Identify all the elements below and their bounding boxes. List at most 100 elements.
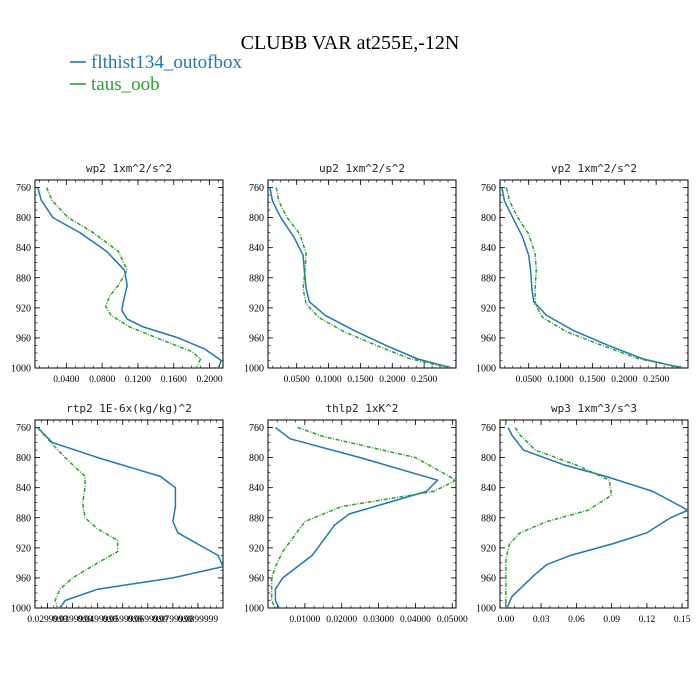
x-tick-label: 0.00 — [498, 615, 515, 625]
x-tick-label: 0.04000 — [400, 615, 431, 625]
y-tick-label: 800 — [249, 213, 264, 224]
panel-0: wp2 1xm^2/s^2 760 800 840 880 920 960 1000 0.040… — [11, 162, 224, 385]
x-tick-label: 0.0699999 — [128, 615, 169, 625]
y-tick-label: 960 — [16, 333, 31, 344]
x-tick-label: 0.0500 — [516, 375, 542, 385]
y-tick-label: 840 — [16, 243, 31, 254]
figure-title: CLUBB VAR at255E,-12N — [241, 32, 460, 54]
y-tick-label: 840 — [249, 243, 264, 254]
y-tick-label: 920 — [249, 543, 264, 554]
panel-title: wp3 1xm^3/s^3 — [551, 402, 637, 415]
y-tick-label: 960 — [481, 573, 496, 584]
y-tick-label: 800 — [481, 213, 496, 224]
plot-frame — [34, 419, 224, 609]
y-tick-label: 960 — [481, 333, 496, 344]
panel-1: up2 1xm^2/s^2 760 800 840 880 920 960 1000 0.050… — [244, 162, 457, 385]
plot-frame — [34, 179, 224, 369]
panel-title: up2 1xm^2/s^2 — [319, 162, 405, 175]
panel-4: thlp2 1xK^2 760 800 840 880 920 960 1000 0.01000… — [244, 402, 468, 625]
series-line-1 — [270, 426, 456, 608]
y-tick-label: 760 — [481, 423, 496, 434]
x-tick-label: 0.1500 — [579, 375, 605, 385]
y-tick-label: 880 — [481, 273, 496, 284]
y-tick-label: 880 — [481, 513, 496, 524]
legend-label-0: flthist134_outofbox — [91, 52, 242, 73]
y-tick-label: 960 — [249, 333, 264, 344]
series-line-0 — [501, 187, 685, 368]
panel-3: rtp2 1E-6x(kg/kg)^2 760 800 840 880 920 960 100… — [11, 402, 224, 625]
panel-title: vp2 1xm^2/s^2 — [551, 162, 637, 175]
y-tick-label: 960 — [249, 573, 264, 584]
x-tick-label: 0.1000 — [547, 375, 573, 385]
series-line-1 — [45, 187, 202, 368]
x-tick-label: 0.0399999 — [52, 615, 93, 625]
y-tick-label: 880 — [249, 513, 264, 524]
y-tick-label: 920 — [16, 303, 31, 314]
y-tick-label: 1000 — [11, 604, 31, 615]
x-tick-label: 0.0499999 — [77, 615, 118, 625]
y-tick-label: 800 — [16, 453, 31, 464]
plot-frame — [499, 419, 689, 609]
y-tick-label: 760 — [481, 183, 496, 194]
x-tick-label: 0.2000 — [611, 375, 637, 385]
y-tick-label: 1000 — [476, 604, 496, 615]
y-tick-label: 1000 — [244, 604, 264, 615]
x-tick-label: 0.2000 — [197, 375, 223, 385]
series-line-1 — [505, 187, 685, 368]
y-tick-label: 920 — [16, 543, 31, 554]
y-tick-label: 880 — [16, 273, 31, 284]
x-tick-label: 0.03 — [533, 615, 550, 625]
x-tick-label: 0.0799999 — [153, 615, 194, 625]
series-line-1 — [36, 427, 119, 608]
panel-title: rtp2 1E-6x(kg/kg)^2 — [66, 402, 192, 415]
x-tick-label: 0.2500 — [411, 375, 437, 385]
x-tick-label: 0.1000 — [315, 375, 341, 385]
y-tick-label: 800 — [249, 453, 264, 464]
y-tick-label: 800 — [481, 453, 496, 464]
y-tick-label: 880 — [249, 273, 264, 284]
y-tick-label: 840 — [481, 243, 496, 254]
panel-title: thlp2 1xK^2 — [326, 402, 399, 415]
x-tick-label: 0.0400 — [53, 375, 79, 385]
x-tick-label: 0.0500 — [284, 375, 310, 385]
series-line-0 — [269, 187, 453, 368]
series-line-1 — [505, 427, 613, 608]
x-tick-label: 0.1600 — [161, 375, 187, 385]
x-tick-label: 0.15 — [674, 615, 691, 625]
y-tick-label: 1000 — [476, 364, 496, 375]
series-line-0 — [36, 187, 222, 368]
y-tick-label: 760 — [16, 423, 31, 434]
y-tick-label: 760 — [16, 183, 31, 194]
x-tick-label: 0.03000 — [363, 615, 394, 625]
series-line-0 — [274, 426, 439, 608]
y-tick-label: 840 — [481, 483, 496, 494]
x-tick-label: 0.12 — [639, 615, 656, 625]
x-tick-label: 0.0299999 — [27, 615, 68, 625]
plot-frame — [267, 179, 457, 369]
x-tick-label: 0.02000 — [326, 615, 357, 625]
y-tick-label: 920 — [481, 303, 496, 314]
panels: wp2 1xm^2/s^2 760 800 840 880 920 960 1000 0.040… — [11, 162, 691, 625]
x-tick-label: 0.01000 — [289, 615, 320, 625]
series-line-1 — [275, 187, 453, 368]
x-tick-label: 0.2000 — [379, 375, 405, 385]
series-line-0 — [36, 426, 223, 608]
y-tick-label: 1000 — [244, 364, 264, 375]
plot-frame — [267, 419, 457, 609]
y-tick-label: 1000 — [11, 364, 31, 375]
x-tick-label: 0.1500 — [347, 375, 373, 385]
y-tick-label: 840 — [16, 483, 31, 494]
x-tick-label: 0.0800 — [89, 375, 115, 385]
plot-frame — [499, 179, 689, 369]
x-tick-label: 0.0599999 — [103, 615, 144, 625]
legend: flthist134_outofbox taus_oob — [70, 52, 242, 95]
y-tick-label: 760 — [249, 423, 264, 434]
series-line-0 — [506, 427, 688, 608]
panel-title: wp2 1xm^2/s^2 — [86, 162, 172, 175]
x-tick-label: 0.05000 — [437, 615, 468, 625]
x-tick-label: 0.2500 — [643, 375, 669, 385]
panel-2: vp2 1xm^2/s^2 760 800 840 880 920 960 1000 0.050… — [476, 162, 689, 385]
y-tick-label: 960 — [16, 573, 31, 584]
